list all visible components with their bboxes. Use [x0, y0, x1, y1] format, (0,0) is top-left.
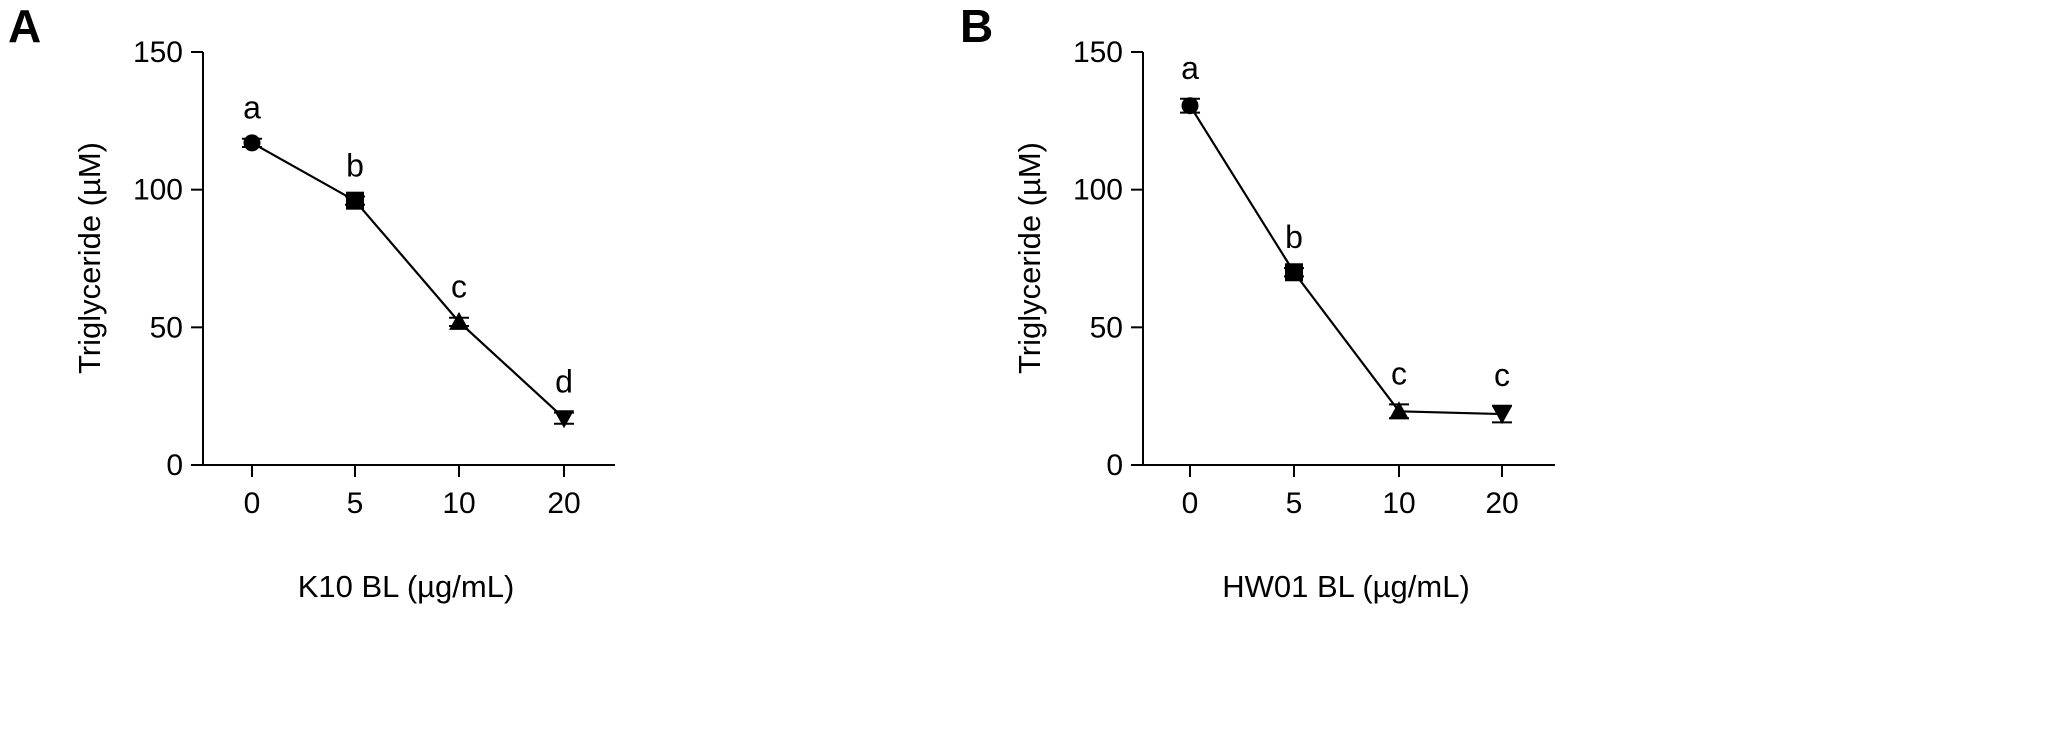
x-tick-label: 10: [442, 487, 475, 520]
y-tick-label: 0: [1106, 449, 1123, 482]
x-axis-title: K10 BL (µg/mL): [298, 569, 515, 604]
significance-label: b: [1285, 219, 1303, 255]
significance-label: a: [1181, 50, 1199, 86]
x-tick-label: 5: [1286, 487, 1303, 520]
x-tick-label: 20: [1485, 487, 1518, 520]
data-point-triangle-down: [1492, 406, 1512, 425]
panel-letter: B: [960, 0, 993, 52]
significance-label: b: [346, 148, 364, 184]
y-tick-label: 50: [150, 311, 183, 344]
y-tick-label: 0: [166, 449, 183, 482]
significance-label: c: [1391, 355, 1407, 391]
significance-label: a: [243, 90, 261, 126]
y-axis-title: Triglyceride (µM): [72, 142, 107, 374]
data-point-square: [1285, 263, 1303, 282]
data-point-triangle-up: [449, 311, 469, 330]
significance-label: d: [555, 364, 573, 400]
x-tick-label: 0: [244, 487, 261, 520]
data-point-circle: [243, 134, 261, 152]
x-tick-label: 10: [1382, 487, 1415, 520]
x-tick-label: 5: [347, 487, 364, 520]
series-line: [1189, 105, 1503, 416]
chart-panel-b: B 0 50 100 150 0 5 10 20 HW01 BL (µg/mL) Triglycer…: [960, 0, 1555, 604]
y-tick-label: 50: [1090, 311, 1123, 344]
series-line: [251, 141, 565, 420]
data-point-square: [346, 191, 364, 210]
y-tick-label: 150: [133, 36, 183, 69]
y-tick-label: 100: [133, 174, 183, 207]
chart-panel-a: A 0 50 100 150 0 5 10 20 K10 BL (µg/mL) Triglyceri…: [8, 0, 615, 604]
x-tick-label: 0: [1182, 487, 1199, 520]
data-point-circle: [1181, 97, 1199, 115]
y-axis-title: Triglyceride (µM): [1012, 142, 1047, 374]
data-point-triangle-down: [554, 410, 574, 429]
y-tick-label: 100: [1073, 174, 1123, 207]
x-axis-title: HW01 BL (µg/mL): [1222, 569, 1470, 604]
significance-label: c: [451, 269, 467, 305]
significance-label: c: [1494, 357, 1510, 393]
data-point-triangle-up: [1389, 401, 1409, 420]
y-tick-label: 150: [1073, 36, 1123, 69]
x-tick-label: 20: [547, 487, 580, 520]
panel-letter: A: [8, 0, 41, 52]
